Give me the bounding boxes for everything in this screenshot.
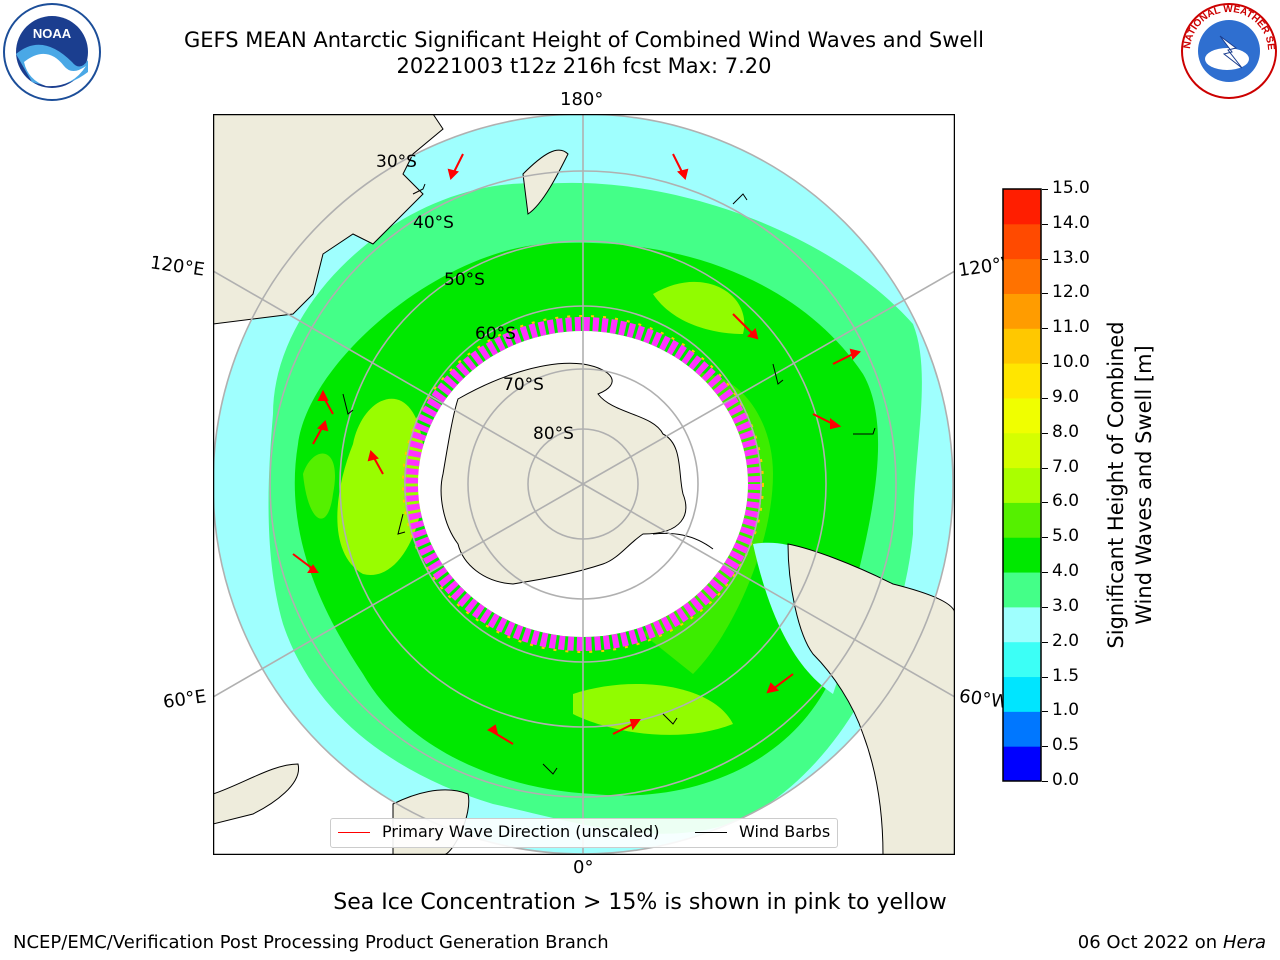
colorbar-tick-label: 4.0 <box>1052 561 1080 582</box>
wind-legend-swatch <box>695 832 727 833</box>
colorbar-tick-mark <box>1042 781 1048 782</box>
lat-label-40s: 40°S <box>413 213 454 233</box>
colorbar-segment <box>1003 293 1041 329</box>
colorbar-tick-label: 11.0 <box>1052 317 1090 338</box>
colorbar-tick-label: 3.0 <box>1052 595 1080 616</box>
colorbar-tick-label: 1.5 <box>1052 665 1080 686</box>
chart-title: GEFS MEAN Antarctic Significant Height o… <box>183 28 985 52</box>
colorbar-tick-mark <box>1042 397 1048 399</box>
map-panel <box>213 114 955 855</box>
wave-legend-label: Primary Wave Direction (unscaled) <box>382 822 660 841</box>
lat-label-60s: 60°S <box>475 324 516 344</box>
colorbar-tick-label: 5.0 <box>1052 526 1080 547</box>
lon-label-60e: 60°E <box>161 686 208 713</box>
lon-label-0: 0° <box>573 857 594 878</box>
colorbar-tick-label: 0.0 <box>1052 770 1080 790</box>
lat-label-50s: 50°S <box>444 270 485 290</box>
colorbar-tick-mark <box>1042 363 1048 365</box>
colorbar-segment <box>1003 537 1041 573</box>
footer-date: 06 Oct 2022 on Hera <box>1077 932 1266 953</box>
colorbar-tick-mark <box>1042 711 1048 713</box>
colorbar-tick-label: 7.0 <box>1052 456 1080 477</box>
colorbar-tick-label: 0.5 <box>1052 735 1080 756</box>
map-legend <box>330 818 838 848</box>
south-america <box>787 543 955 855</box>
colorbar <box>1002 188 1042 782</box>
colorbar-segment <box>1003 328 1041 364</box>
australia <box>213 114 444 325</box>
colorbar-tick-mark <box>1042 502 1048 504</box>
colorbar-tick-mark <box>1042 606 1048 608</box>
colorbar-tick-label: 14.0 <box>1052 212 1090 233</box>
colorbar-tick-mark <box>1042 641 1048 643</box>
colorbar-segment <box>1003 432 1041 469</box>
colorbar-tick-label: 6.0 <box>1052 491 1080 512</box>
colorbar-segment <box>1003 397 1041 434</box>
colorbar-segment <box>1003 746 1041 782</box>
colorbar-segment <box>1003 363 1041 399</box>
lon-label-180: 180° <box>560 89 604 110</box>
colorbar-segment <box>1003 223 1041 260</box>
wave-legend-swatch <box>338 832 370 833</box>
colorbar-tick-mark <box>1042 223 1048 225</box>
lon-label-120e: 120°E <box>148 252 206 281</box>
nws-logo: NATIONAL WEATHER SERVICE <box>1180 2 1277 99</box>
wind-legend-label: Wind Barbs <box>739 822 831 841</box>
new-zealand <box>522 149 569 215</box>
africa <box>213 763 299 825</box>
sea-ice-edge <box>404 317 762 651</box>
colorbar-tick-label: 12.0 <box>1052 282 1090 303</box>
colorbar-tick-mark <box>1042 467 1048 469</box>
colorbar-tick-mark <box>1042 293 1048 295</box>
graticule <box>213 114 955 855</box>
colorbar-tick-label: 8.0 <box>1052 421 1080 442</box>
lat-label-80s: 80°S <box>533 424 574 444</box>
colorbar-tick-mark <box>1042 432 1048 434</box>
colorbar-segment <box>1003 572 1041 608</box>
lat-label-70s: 70°S <box>503 375 544 395</box>
colorbar-segment <box>1003 467 1041 503</box>
colorbar-tick-mark <box>1042 676 1048 678</box>
colorbar-segment <box>1003 258 1041 294</box>
colorbar-tick-mark <box>1042 746 1048 748</box>
colorbar-tick-mark <box>1042 537 1048 539</box>
colorbar-tick-label: 13.0 <box>1052 247 1090 268</box>
colorbar-segment <box>1003 711 1041 747</box>
colorbar-segment <box>1003 641 1041 678</box>
colorbar-segment <box>1003 502 1041 538</box>
footer-branch: NCEP/EMC/Verification Post Processing Pr… <box>13 932 609 953</box>
wave-direction-arrows <box>292 153 861 745</box>
colorbar-segment <box>1003 189 1041 225</box>
noaa-logo: NOAA <box>3 3 101 101</box>
colorbar-tick-label: 1.0 <box>1052 700 1080 721</box>
colorbar-tick-label: 9.0 <box>1052 386 1080 407</box>
colorbar-tick-mark <box>1042 572 1048 574</box>
lat-label-30s: 30°S <box>376 152 417 172</box>
colorbar-tick-mark <box>1042 189 1048 190</box>
colorbar-tick-label: 15.0 <box>1052 178 1090 198</box>
chart-subtitle: 20221003 t12z 216h fcst Max: 7.20 <box>396 54 772 78</box>
colorbar-segment <box>1003 606 1041 643</box>
svg-text:NOAA: NOAA <box>33 26 72 41</box>
colorbar-segment <box>1003 676 1041 712</box>
colorbar-tick-label: 2.0 <box>1052 630 1080 651</box>
colorbar-tick-mark <box>1042 258 1048 260</box>
colorbar-tick-mark <box>1042 328 1048 330</box>
colorbar-tick-label: 10.0 <box>1052 352 1090 373</box>
sea-ice-caption: Sea Ice Concentration > 15% is shown in … <box>333 890 947 915</box>
colorbar-label: Significant Height of Combined Wind Wave… <box>1104 321 1156 649</box>
wind-barbs <box>342 183 876 775</box>
